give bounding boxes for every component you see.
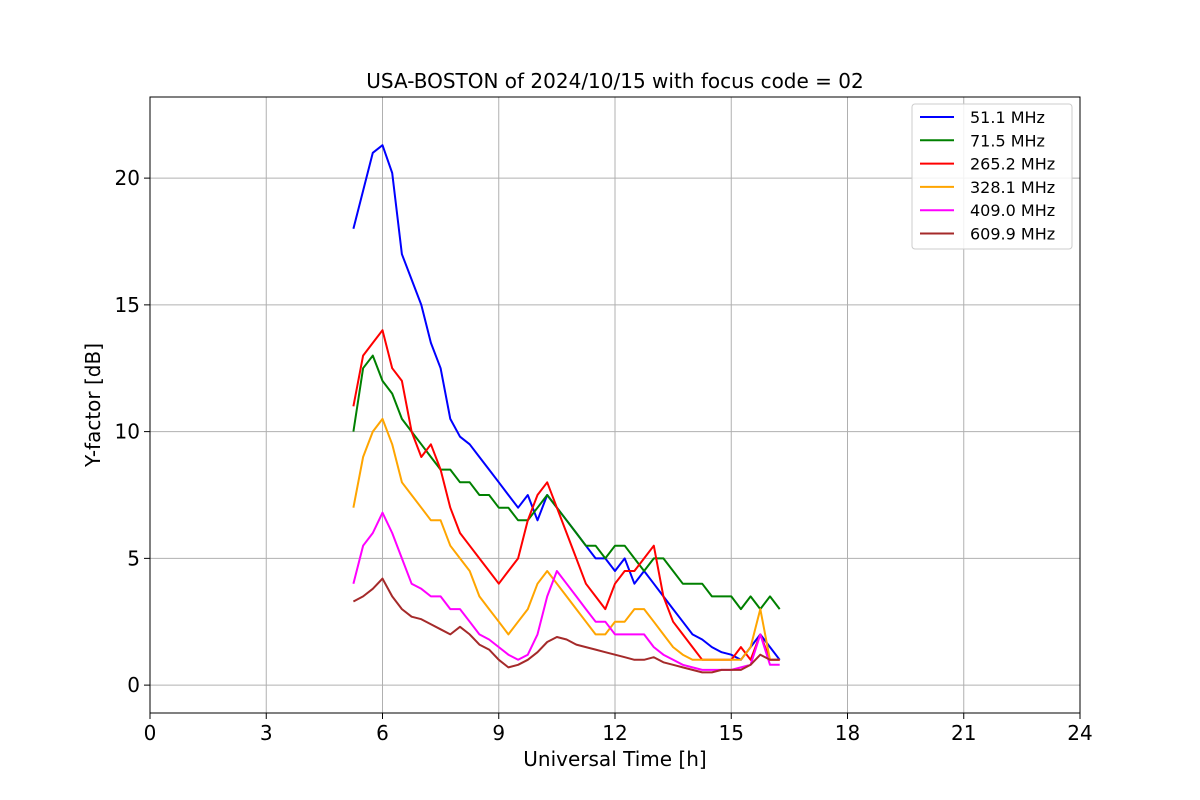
- x-tick-label: 0: [144, 721, 157, 745]
- y-axis-label: Y-factor [dB]: [81, 343, 105, 468]
- x-axis-label: Universal Time [h]: [523, 747, 706, 771]
- legend-entry: 71.5 MHz: [970, 131, 1045, 150]
- x-tick-label: 18: [835, 721, 860, 745]
- legend-entry: 328.1 MHz: [970, 178, 1055, 197]
- x-tick-label: 9: [492, 721, 505, 745]
- y-tick-label: 10: [115, 420, 140, 444]
- legend-entry: 409.0 MHz: [970, 201, 1055, 220]
- series-line-409-0-mhz: [352, 511, 780, 671]
- y-tick-label: 15: [115, 293, 140, 317]
- series-line-71-5-mhz: [352, 354, 781, 611]
- x-tick-label: 24: [1067, 721, 1092, 745]
- x-tick-label: 21: [951, 721, 976, 745]
- x-tick-label: 12: [602, 721, 627, 745]
- chart-title: USA-BOSTON of 2024/10/15 with focus code…: [366, 69, 863, 93]
- x-tick-label: 3: [260, 721, 273, 745]
- legend-entry: 609.9 MHz: [970, 225, 1055, 244]
- legend-entry: 51.1 MHz: [970, 108, 1045, 127]
- x-axis-ticks: 0 3 6 9 12 15 18 21 24: [144, 713, 1093, 745]
- series-line-328-1-mhz: [352, 417, 780, 661]
- y-tick-label: 0: [127, 673, 140, 697]
- x-tick-label: 15: [719, 721, 744, 745]
- legend-entry: 265.2 MHz: [970, 155, 1055, 174]
- y-tick-label: 20: [115, 166, 140, 190]
- series-line-609-9-mhz: [352, 577, 780, 674]
- series-group: [352, 144, 781, 674]
- x-tick-label: 6: [376, 721, 389, 745]
- y-tick-label: 5: [127, 546, 140, 570]
- legend: 51.1 MHz 71.5 MHz 265.2 MHz 328.1 MHz 409.0 …: [911, 103, 1073, 250]
- y-axis-ticks: 0 5 10 15 20: [115, 166, 150, 697]
